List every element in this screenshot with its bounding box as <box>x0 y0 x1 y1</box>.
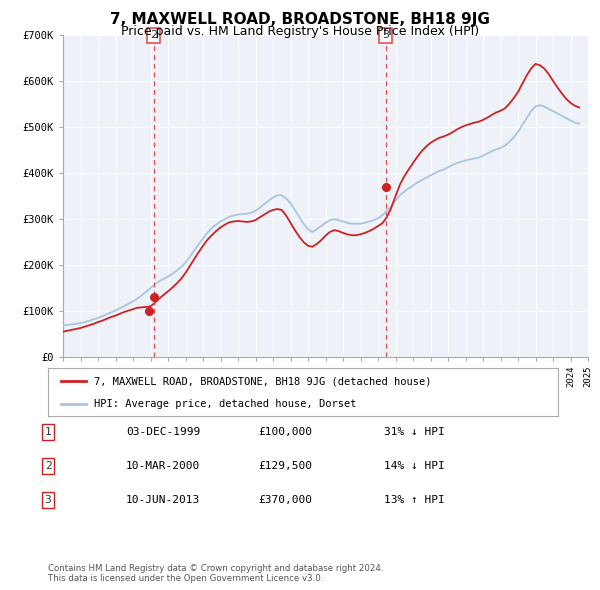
Text: £100,000: £100,000 <box>258 427 312 437</box>
Text: 10-JUN-2013: 10-JUN-2013 <box>126 496 200 505</box>
Text: 31% ↓ HPI: 31% ↓ HPI <box>384 427 445 437</box>
Text: Contains HM Land Registry data © Crown copyright and database right 2024.
This d: Contains HM Land Registry data © Crown c… <box>48 563 383 583</box>
Text: 7, MAXWELL ROAD, BROADSTONE, BH18 9JG: 7, MAXWELL ROAD, BROADSTONE, BH18 9JG <box>110 12 490 27</box>
Text: 3: 3 <box>44 496 52 505</box>
Text: HPI: Average price, detached house, Dorset: HPI: Average price, detached house, Dors… <box>94 399 356 409</box>
Text: 13% ↑ HPI: 13% ↑ HPI <box>384 496 445 505</box>
Text: Price paid vs. HM Land Registry's House Price Index (HPI): Price paid vs. HM Land Registry's House … <box>121 25 479 38</box>
Text: 2: 2 <box>44 461 52 471</box>
Text: £370,000: £370,000 <box>258 496 312 505</box>
Text: 3: 3 <box>382 31 389 40</box>
Text: 1: 1 <box>44 427 52 437</box>
Text: 10-MAR-2000: 10-MAR-2000 <box>126 461 200 471</box>
Text: 14% ↓ HPI: 14% ↓ HPI <box>384 461 445 471</box>
Text: 03-DEC-1999: 03-DEC-1999 <box>126 427 200 437</box>
Text: 2: 2 <box>150 31 157 40</box>
Text: 7, MAXWELL ROAD, BROADSTONE, BH18 9JG (detached house): 7, MAXWELL ROAD, BROADSTONE, BH18 9JG (d… <box>94 376 431 386</box>
Text: £129,500: £129,500 <box>258 461 312 471</box>
